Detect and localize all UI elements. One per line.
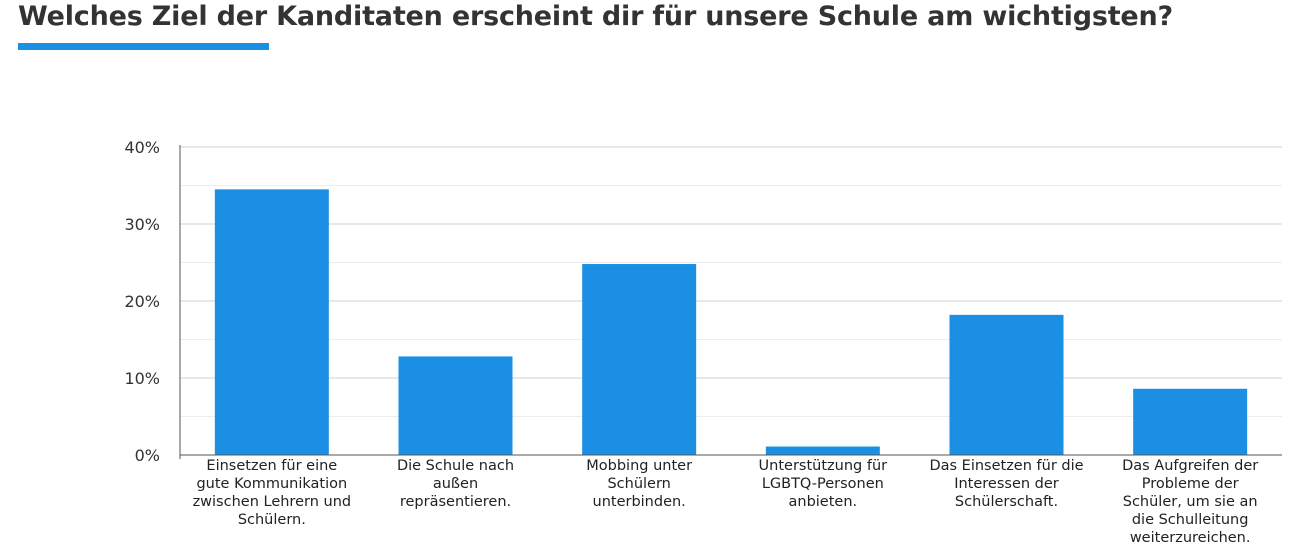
x-tick-label: Einsetzen für eine gute Kommunikation zw… [192, 458, 352, 528]
y-axis-ticks: 0% 10% 20% 30% 40% [124, 138, 160, 465]
x-tick-label: Unterstützung für LGBTQ-Personen anbiete… [758, 458, 888, 510]
x-tick-label: Das Aufgreifen der Probleme der Schüler,… [1122, 458, 1259, 546]
x-tick-label: Das Einsetzen für die Interessen der Sch… [929, 458, 1084, 510]
x-tick-label: Die Schule nach außen repräsentieren. [396, 458, 515, 510]
y-tick-label: 40% [124, 138, 160, 157]
y-tick-label: 0% [135, 446, 160, 465]
bar [949, 314, 1064, 455]
chart-title: Welches Ziel der Kanditaten erscheint di… [18, 1, 1174, 32]
bar [1133, 388, 1248, 455]
y-tick-label: 30% [124, 215, 160, 234]
axes [179, 145, 1282, 459]
bar [398, 356, 513, 455]
title-underline [18, 43, 269, 50]
y-tick-label: 10% [124, 369, 160, 388]
grid-lines [180, 146, 1282, 417]
y-tick-label: 20% [124, 292, 160, 311]
bar [765, 446, 880, 455]
bar [214, 189, 329, 455]
bar [582, 264, 697, 455]
bars [214, 189, 1248, 455]
x-tick-label: Mobbing unter Schülern unterbinden. [586, 458, 693, 510]
